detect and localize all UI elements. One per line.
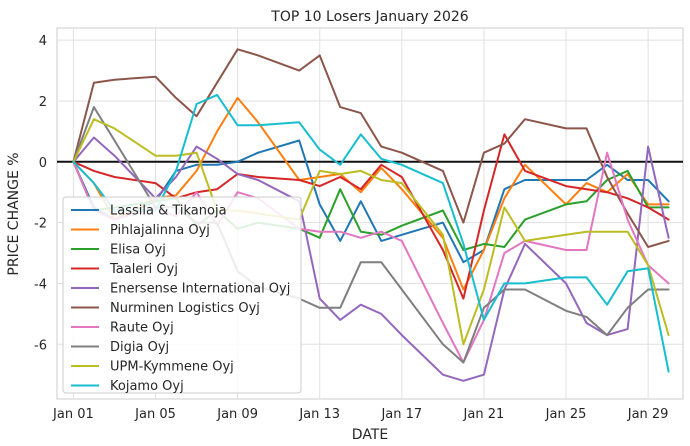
x-tick-label: Jan 21: [463, 407, 505, 422]
legend-label: Lassila & Tikanoja: [110, 204, 227, 219]
x-tick-label: Jan 25: [545, 407, 587, 422]
legend-label: Enersense International Oyj: [110, 282, 290, 297]
legend-label: Raute Oyj: [110, 321, 174, 336]
series-line: [72, 48, 670, 248]
legend-label: UPM-Kymmene Oyj: [110, 360, 234, 375]
x-axis-ticks: Jan 01 Jan 05 Jan 09 Jan 13 Jan 17 Jan 21 Jan …: [52, 407, 668, 422]
chart-title: TOP 10 Losers January 2026: [270, 9, 469, 25]
legend-label: Elisa Oyj: [110, 243, 166, 258]
y-tick-label: 4: [39, 34, 47, 49]
y-tick-label: 2: [39, 95, 47, 110]
legend: Lassila & Tikanoja Pihlajalinna Oyj Elisa …: [62, 196, 302, 394]
x-axis-label: DATE: [352, 427, 388, 443]
x-tick-label: Jan 05: [134, 407, 176, 422]
y-axis-ticks: -6 -4 -2 0 2 4: [34, 34, 47, 353]
x-tick-label: Jan 01: [52, 407, 94, 422]
legend-label: Pihlajalinna Oyj: [110, 223, 210, 238]
y-tick-label: -4: [34, 277, 47, 292]
series-line: [72, 93, 670, 373]
x-tick-label: Jan 13: [298, 407, 340, 422]
x-tick-label: Jan 29: [627, 407, 669, 422]
series-line: [72, 118, 670, 346]
legend-label: Digia Oyj: [110, 340, 169, 355]
legend-label: Nurminen Logistics Oyj: [110, 301, 260, 316]
legend-box: [62, 196, 302, 394]
y-tick-label: 0: [39, 156, 47, 171]
y-axis-label: PRICE CHANGE %: [6, 152, 22, 275]
series-line: [72, 96, 670, 291]
x-tick-label: Jan 17: [380, 407, 422, 422]
legend-label: Taaleri Oyj: [109, 262, 178, 277]
y-tick-label: -6: [34, 338, 47, 353]
legend-label: Kojamo Oyj: [110, 379, 184, 394]
series-line: [72, 139, 670, 264]
y-tick-label: -2: [34, 217, 47, 232]
x-tick-label: Jan 09: [216, 407, 258, 422]
